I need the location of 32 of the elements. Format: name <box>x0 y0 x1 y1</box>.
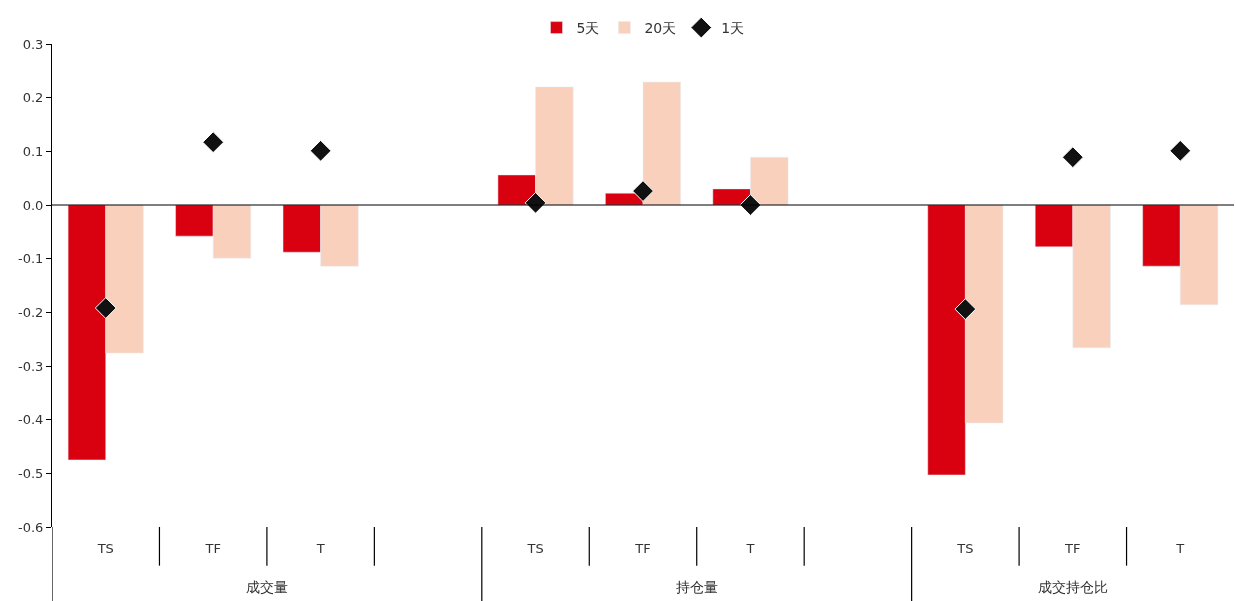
y-tick-label: -0.5 <box>18 465 44 481</box>
legend-label: 20天 <box>644 20 677 37</box>
y-tick-label: -0.4 <box>18 412 44 428</box>
point <box>309 139 332 162</box>
y-tick-label: -0.3 <box>18 358 44 374</box>
x-tick-label: TF <box>204 541 221 556</box>
y-tick-label: -0.6 <box>18 519 44 535</box>
point <box>202 131 225 154</box>
y-tick-label: 0.0 <box>22 197 44 213</box>
text: 持仓量 <box>676 579 718 595</box>
x-tick-label: TS <box>956 541 974 556</box>
text: 成交持仓比 <box>1038 579 1108 595</box>
x-tick-label: TF <box>634 541 651 556</box>
point <box>632 180 654 202</box>
x-tick-label: TF <box>1064 541 1081 556</box>
x-tick-label: T <box>745 541 755 556</box>
x-tick-label: T <box>1175 541 1185 556</box>
x-tick-label: TS <box>526 541 544 556</box>
x-tick-label: TS <box>96 541 114 556</box>
legend-label: 5天 <box>576 20 600 37</box>
legend-label: 1天 <box>721 20 745 37</box>
point <box>954 298 977 321</box>
y-tick-label: 0.1 <box>22 143 44 159</box>
point <box>1169 139 1192 162</box>
y-tick-label: -0.1 <box>18 251 44 267</box>
text: 成交量 <box>246 579 288 595</box>
point <box>94 297 117 319</box>
point <box>1061 146 1084 169</box>
x-tick-label: T <box>315 541 325 556</box>
y-tick-label: 0.3 <box>22 36 44 52</box>
y-tick-label: -0.2 <box>18 304 44 320</box>
y-tick-label: 0.2 <box>22 90 44 106</box>
